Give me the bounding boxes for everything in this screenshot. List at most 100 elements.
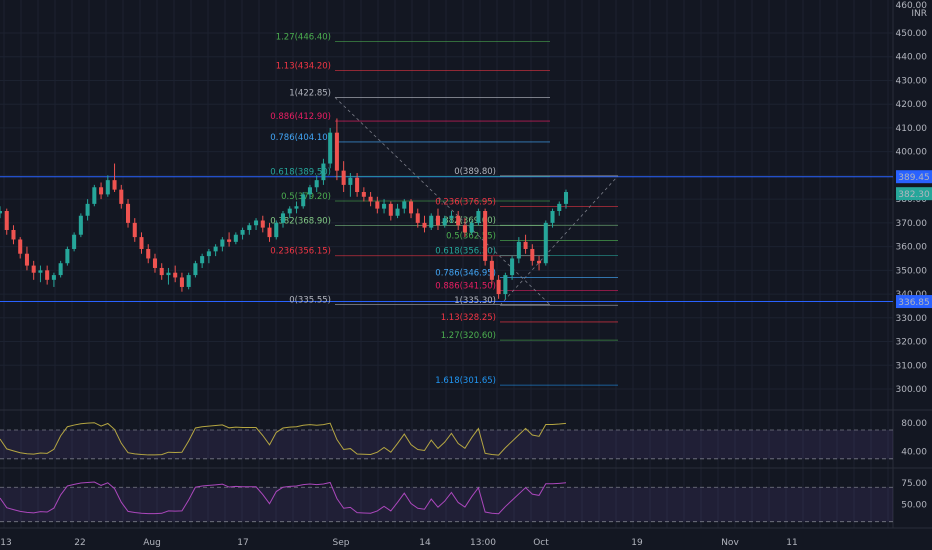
- currency-label: INR: [911, 9, 927, 19]
- fib-level-label: 1(335.30): [454, 296, 496, 306]
- candle: [274, 222, 279, 238]
- fib-level-label: 0(335.55): [289, 296, 331, 306]
- time-axis-label: 13:00: [470, 538, 496, 548]
- fib-level-label: 0.5(362.55): [446, 232, 496, 242]
- time-axis-label: 19: [631, 538, 643, 548]
- fib-level-label: 0.786(404.10): [270, 133, 331, 143]
- price-tick-label: 460.00: [896, 1, 928, 11]
- candle: [119, 189, 124, 204]
- line-336-badge[interactable]: [896, 295, 932, 309]
- time-axis-label: 13: [0, 538, 11, 548]
- candle: [402, 201, 407, 209]
- candle: [341, 170, 346, 185]
- fib-level-label: 0.236(376.95): [435, 197, 496, 207]
- candle: [152, 258, 157, 268]
- fib-level-label: 0.886(341.50): [435, 282, 496, 292]
- candle: [45, 270, 50, 280]
- candle: [220, 239, 225, 247]
- candle: [395, 208, 400, 216]
- candle: [321, 163, 326, 181]
- time-axis-label: 14: [419, 538, 431, 548]
- fib-trendline: [499, 175, 619, 306]
- current-price-badge-label: 382.30: [898, 190, 930, 200]
- candle: [4, 211, 9, 230]
- indicator2-line: [0, 481, 567, 515]
- candle: [139, 237, 144, 249]
- time-axis-label: Oct: [533, 538, 549, 548]
- rsi-line: [0, 422, 567, 456]
- candle: [409, 201, 414, 214]
- candle: [38, 270, 43, 273]
- candle: [449, 215, 454, 219]
- candle: [307, 187, 312, 195]
- candle: [355, 177, 360, 193]
- candle: [78, 215, 83, 235]
- time-axis-label: 17: [237, 538, 248, 548]
- candle: [301, 194, 306, 207]
- candle: [280, 213, 286, 223]
- fib-level-label: 0.236(356.15): [270, 247, 331, 257]
- candle: [334, 132, 339, 171]
- fib-level-label: 1(422.85): [289, 88, 331, 98]
- candle: [469, 222, 474, 233]
- fib-level-label: 0.618(389.50): [270, 168, 331, 178]
- price-tick-label: 350.00: [896, 266, 928, 276]
- candle: [186, 275, 191, 287]
- candle: [537, 260, 542, 264]
- candle: [51, 275, 56, 280]
- candle: [11, 229, 16, 240]
- indicator2-band: [0, 487, 893, 522]
- candle: [489, 260, 494, 280]
- fib-level-label: 0.5(379.20): [281, 192, 331, 202]
- candle: [132, 222, 137, 238]
- fib-level-label: 0.618(356.30): [435, 246, 496, 256]
- indicator2-level-label: 75.00: [901, 479, 927, 489]
- candle: [442, 218, 447, 226]
- candle: [146, 248, 151, 259]
- time-axis-label: Sep: [333, 538, 350, 548]
- candle: [254, 220, 259, 226]
- candle: [65, 248, 70, 264]
- candle: [112, 180, 117, 190]
- candle: [328, 132, 333, 164]
- fib-level-label: 0.382(368.90): [270, 216, 331, 226]
- price-tick-label: 420.00: [896, 100, 928, 110]
- candle: [368, 196, 373, 202]
- candle: [233, 234, 238, 242]
- rsi-level-label: 80.00: [901, 419, 927, 429]
- fib-level-label: 1.13(328.25): [441, 313, 496, 323]
- candle: [287, 208, 292, 214]
- current-price-badge[interactable]: [896, 187, 932, 201]
- candle: [382, 203, 387, 209]
- candle: [503, 275, 508, 295]
- candle: [260, 220, 265, 228]
- candle: [550, 211, 555, 223]
- time-axis-label: Aug: [143, 538, 161, 548]
- line-389-badge[interactable]: [896, 170, 932, 184]
- candle: [496, 279, 501, 295]
- fib-level-label: 1.13(434.20): [276, 61, 331, 71]
- price-tick-label: 320.00: [896, 338, 928, 348]
- candle: [159, 267, 164, 276]
- price-tick-label: 370.00: [896, 219, 928, 229]
- candle: [18, 239, 23, 254]
- candle: [510, 258, 515, 276]
- rsi-level-label: 40.00: [901, 448, 927, 458]
- candle: [476, 211, 481, 223]
- candle: [543, 222, 548, 264]
- candle: [206, 251, 211, 257]
- candle: [388, 203, 393, 216]
- candle: [213, 246, 218, 252]
- candle: [429, 215, 434, 228]
- candle: [99, 187, 104, 195]
- candle: [530, 248, 535, 261]
- candle: [126, 203, 131, 223]
- time-axis-label: 11: [786, 538, 797, 548]
- candle: [516, 241, 521, 259]
- candle: [227, 239, 232, 242]
- candle: [361, 192, 366, 197]
- candle: [435, 215, 440, 226]
- candle: [294, 206, 299, 209]
- fib-level-label: 0.786(346.95): [435, 269, 496, 279]
